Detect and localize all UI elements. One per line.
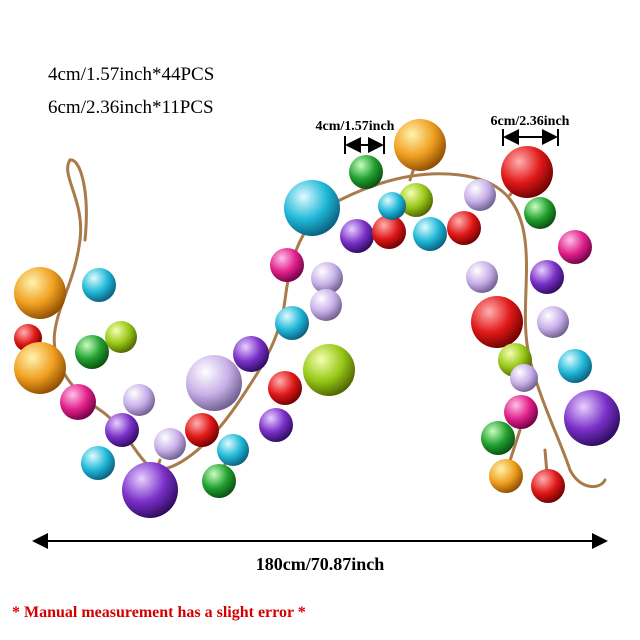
ornament xyxy=(466,261,498,293)
ornament xyxy=(311,262,343,294)
ornament xyxy=(537,306,569,338)
ornament xyxy=(14,267,66,319)
ornament xyxy=(372,215,406,249)
ornament xyxy=(310,289,342,321)
ornament xyxy=(510,364,538,392)
ornaments xyxy=(14,119,620,518)
ornament xyxy=(303,344,355,396)
ornament xyxy=(489,459,523,493)
ornament xyxy=(284,180,340,236)
ornament xyxy=(501,146,553,198)
ornament xyxy=(105,413,139,447)
ornament xyxy=(504,395,538,429)
ornament xyxy=(564,390,620,446)
ornament xyxy=(481,421,515,455)
ornament xyxy=(81,446,115,480)
ornament xyxy=(105,321,137,353)
ornament xyxy=(270,248,304,282)
ornament xyxy=(558,349,592,383)
ornament xyxy=(413,217,447,251)
ornament xyxy=(154,428,186,460)
ornament xyxy=(531,469,565,503)
ornament xyxy=(122,462,178,518)
spec-line: 4cm/1.57inch*44PCS xyxy=(48,64,214,85)
ornament xyxy=(60,384,96,420)
dimension-label: 4cm/1.57inch xyxy=(316,119,395,134)
ornament xyxy=(378,192,406,220)
ornament xyxy=(75,335,109,369)
ornament xyxy=(202,464,236,498)
ornament xyxy=(123,384,155,416)
ornament xyxy=(530,260,564,294)
disclaimer: * Manual measurement has a slight error … xyxy=(12,604,306,621)
dimension-label: 6cm/2.36inch xyxy=(491,114,570,129)
ornament xyxy=(259,408,293,442)
ornament xyxy=(268,371,302,405)
ornament xyxy=(349,155,383,189)
ornament xyxy=(275,306,309,340)
ornament xyxy=(186,355,242,411)
ornament xyxy=(233,336,269,372)
ornament xyxy=(558,230,592,264)
ornament xyxy=(14,342,66,394)
length-label: 180cm/70.87inch xyxy=(256,554,385,574)
ornament xyxy=(217,434,249,466)
ornament xyxy=(524,197,556,229)
ornament xyxy=(340,219,374,253)
ornament xyxy=(82,268,116,302)
ornament xyxy=(399,183,433,217)
ornament xyxy=(464,179,496,211)
ornament xyxy=(394,119,446,171)
ornament xyxy=(185,413,219,447)
ornament xyxy=(447,211,481,245)
ornament xyxy=(471,296,523,348)
spec-line: 6cm/2.36inch*11PCS xyxy=(48,97,214,118)
